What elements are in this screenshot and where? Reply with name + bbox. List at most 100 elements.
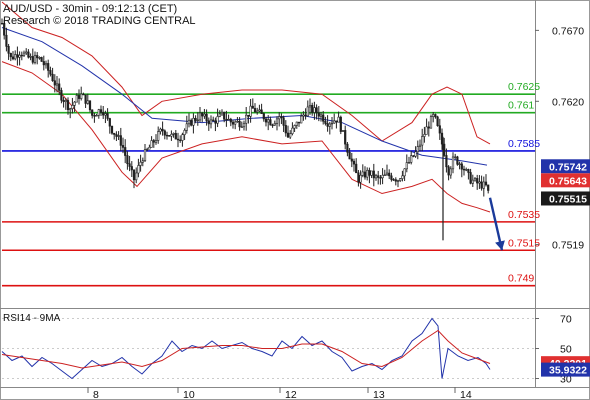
candle-body bbox=[176, 138, 180, 141]
candle-body bbox=[396, 180, 400, 182]
candle-body bbox=[220, 111, 224, 115]
candle-body bbox=[462, 168, 466, 171]
candle-body bbox=[271, 124, 274, 127]
candle-body bbox=[212, 119, 215, 122]
candle-body bbox=[3, 23, 6, 36]
candle-body bbox=[335, 120, 338, 123]
candle-body bbox=[132, 169, 136, 181]
candle-body bbox=[447, 166, 450, 176]
candle-body bbox=[249, 105, 252, 117]
price-box-bg bbox=[541, 191, 590, 206]
candle-body bbox=[168, 135, 171, 137]
candle-body bbox=[102, 112, 105, 116]
candle-body bbox=[326, 123, 329, 127]
candle-body bbox=[344, 130, 347, 145]
level-label: 0.7625 bbox=[508, 81, 540, 93]
candle-body bbox=[465, 169, 468, 171]
rsi-box: 35.9322 bbox=[549, 365, 587, 377]
candle-body bbox=[47, 63, 50, 71]
candle-body bbox=[60, 90, 63, 101]
candle-body bbox=[231, 121, 235, 125]
candle-body bbox=[295, 121, 298, 126]
candle-body bbox=[394, 179, 397, 182]
candle-body bbox=[163, 130, 166, 136]
candle-body bbox=[286, 132, 290, 138]
candle-body bbox=[139, 161, 142, 166]
candle-body bbox=[311, 104, 314, 113]
level-label: 0.7535 bbox=[508, 209, 540, 221]
price-box: 0.75515 bbox=[549, 193, 587, 205]
candle-body bbox=[11, 56, 15, 60]
candle-body bbox=[135, 172, 138, 181]
candle-body bbox=[399, 178, 402, 181]
candle-body bbox=[194, 117, 197, 121]
candle-body bbox=[451, 156, 455, 170]
candle-body bbox=[258, 109, 261, 112]
rsi-line bbox=[1, 317, 491, 380]
candle-body bbox=[5, 34, 8, 47]
candle-body bbox=[418, 144, 422, 147]
candle-body bbox=[392, 179, 395, 181]
candle-body bbox=[482, 181, 485, 189]
price-box: 0.75742 bbox=[549, 161, 587, 173]
candle-body bbox=[337, 116, 340, 123]
candle-body bbox=[379, 177, 382, 179]
candle-body bbox=[14, 54, 17, 60]
candle-body bbox=[69, 108, 72, 111]
bollinger-upper-line bbox=[1, 1, 491, 145]
candle-body bbox=[372, 170, 375, 179]
candle-body bbox=[333, 120, 336, 124]
candle-body bbox=[62, 99, 65, 103]
candle-body bbox=[262, 113, 265, 120]
axes: 0.7670 0.7620 0.7519 70 50 30 0.75742 0.75643 0.… bbox=[87, 25, 590, 400]
candle-body bbox=[196, 119, 199, 122]
moving-average bbox=[1, 27, 488, 166]
candle-body bbox=[456, 156, 459, 165]
rsi-tick-label: 70 bbox=[560, 314, 572, 326]
candle-body bbox=[414, 151, 417, 157]
projection-arrow bbox=[488, 197, 505, 251]
candle-body bbox=[317, 112, 320, 117]
candle-body bbox=[264, 118, 268, 123]
level-label: 0.7515 bbox=[508, 237, 540, 249]
candle-body bbox=[64, 100, 67, 103]
candle-body bbox=[190, 119, 193, 126]
rsi-ma-line bbox=[1, 329, 491, 369]
candle-body bbox=[29, 56, 32, 58]
candle-body bbox=[319, 114, 323, 117]
price-box-bg bbox=[541, 173, 590, 188]
candle-body bbox=[484, 181, 488, 186]
rsi-panel bbox=[1, 317, 535, 380]
candle-body bbox=[300, 115, 303, 124]
candle-body bbox=[476, 178, 479, 184]
candle-body bbox=[51, 73, 54, 82]
candle-body bbox=[75, 95, 78, 103]
candle-body bbox=[297, 121, 301, 124]
candle-body bbox=[341, 130, 345, 132]
candle-body bbox=[42, 61, 45, 66]
candle-body bbox=[346, 143, 349, 153]
candle-body bbox=[58, 83, 61, 91]
time-tick-label: 14 bbox=[460, 389, 472, 400]
candle-body bbox=[434, 114, 437, 118]
candle-body bbox=[165, 134, 169, 137]
candle-body bbox=[473, 178, 477, 181]
candle-body bbox=[405, 162, 408, 170]
rsi-tick-label: 30 bbox=[560, 374, 572, 386]
candle-body bbox=[121, 145, 125, 148]
price-tick-label: 0.7620 bbox=[552, 96, 584, 108]
candle-body bbox=[137, 165, 140, 174]
candle-body bbox=[218, 113, 221, 117]
candle-body bbox=[44, 63, 48, 66]
candle-body bbox=[273, 123, 276, 126]
candle-body bbox=[427, 126, 430, 129]
time-tick-label: 13 bbox=[373, 389, 385, 400]
candle-body bbox=[66, 100, 70, 111]
candle-body bbox=[359, 174, 362, 183]
candle-body bbox=[216, 116, 219, 124]
candle-body bbox=[38, 57, 41, 59]
candle-body bbox=[143, 149, 147, 162]
